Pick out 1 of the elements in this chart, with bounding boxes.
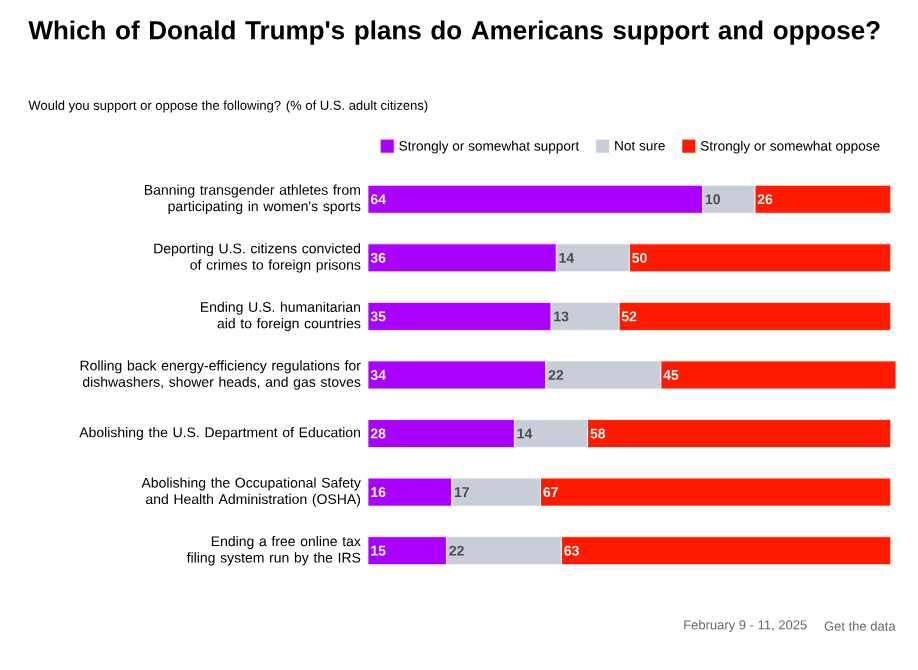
chart-title: Which of Donald Trump's plans do Americans support and oppose? [28, 20, 880, 45]
